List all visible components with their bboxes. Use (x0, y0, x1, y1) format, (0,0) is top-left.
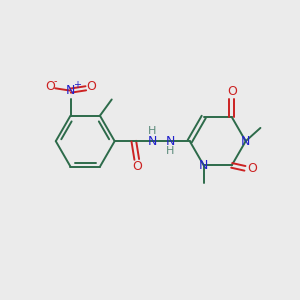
Text: O: O (227, 85, 237, 98)
Text: -: - (53, 76, 57, 86)
Text: +: + (73, 80, 81, 90)
Text: N: N (66, 84, 75, 97)
Text: H: H (166, 146, 175, 157)
Text: N: N (241, 135, 250, 148)
Text: O: O (45, 80, 55, 93)
Text: N: N (199, 159, 208, 172)
Text: N: N (166, 135, 175, 148)
Text: O: O (86, 80, 96, 93)
Text: O: O (248, 162, 257, 175)
Text: O: O (132, 160, 142, 173)
Text: H: H (148, 126, 156, 136)
Text: N: N (147, 135, 157, 148)
